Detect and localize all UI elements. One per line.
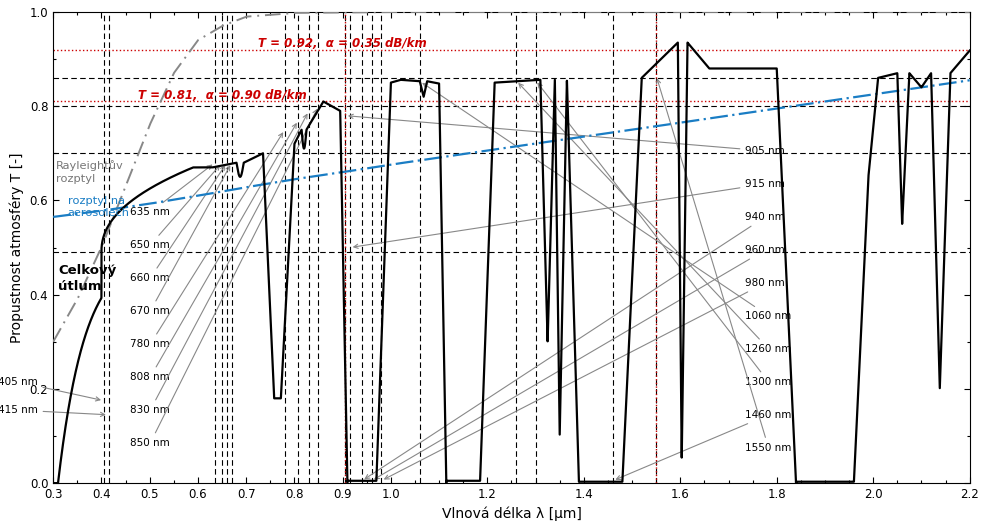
- Text: 830 nm: 830 nm: [130, 115, 307, 415]
- Text: 1060 nm: 1060 nm: [423, 83, 792, 321]
- Y-axis label: Propustnost atmosféry T [-]: Propustnost atmosféry T [-]: [10, 152, 24, 343]
- Text: 960 nm: 960 nm: [375, 245, 785, 479]
- Text: T = 0.81,  α = 0.90 dB/km: T = 0.81, α = 0.90 dB/km: [138, 89, 307, 102]
- Text: 940 nm: 940 nm: [365, 212, 785, 478]
- Text: 650 nm: 650 nm: [130, 166, 219, 250]
- Text: 405 nm: 405 nm: [0, 377, 100, 401]
- Text: 980 nm: 980 nm: [385, 278, 785, 479]
- Text: 660 nm: 660 nm: [130, 166, 225, 283]
- Text: 670 nm: 670 nm: [130, 166, 230, 316]
- Text: 850 nm: 850 nm: [130, 110, 317, 448]
- Text: Rayleightův
rozptyl: Rayleightův rozptyl: [55, 161, 123, 184]
- Text: 780 nm: 780 nm: [130, 133, 283, 349]
- Text: 905 nm: 905 nm: [349, 114, 785, 156]
- Text: 808 nm: 808 nm: [130, 124, 296, 382]
- X-axis label: Vlnová délka λ [μm]: Vlnová délka λ [μm]: [442, 506, 582, 521]
- Text: 1300 nm: 1300 nm: [538, 83, 792, 387]
- Text: T = 0.92,  α = 0.35 dB/km: T = 0.92, α = 0.35 dB/km: [258, 37, 427, 50]
- Text: rozptyl na
aerosolech: rozptyl na aerosolech: [68, 196, 130, 218]
- Text: 1260 nm: 1260 nm: [519, 83, 792, 354]
- Text: 635 nm: 635 nm: [130, 165, 212, 217]
- Text: 915 nm: 915 nm: [354, 179, 785, 248]
- Text: Celkový
útlum: Celkový útlum: [58, 264, 116, 293]
- Text: 415 nm: 415 nm: [0, 405, 105, 417]
- Text: 1550 nm: 1550 nm: [657, 79, 792, 453]
- Text: 1460 nm: 1460 nm: [616, 410, 792, 479]
